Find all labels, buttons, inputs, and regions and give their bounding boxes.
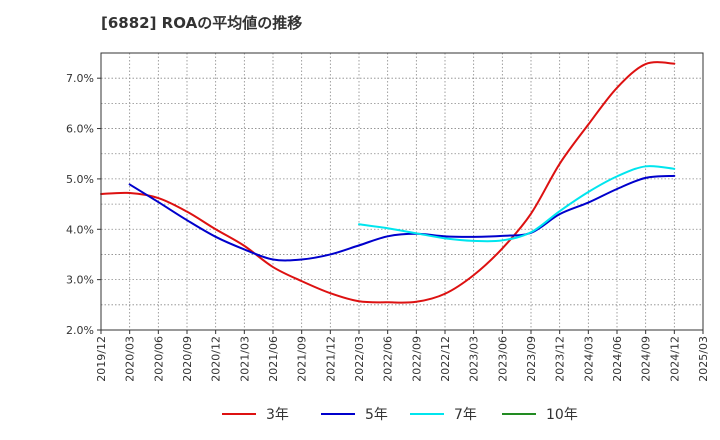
x-tick-label: 2024/12 [668,336,681,382]
y-tick-label: 3.0% [66,274,94,287]
y-tick-label: 6.0% [66,123,94,136]
y-tick-label: 4.0% [66,223,94,236]
legend-label: 3年 [266,407,289,423]
x-tick-label: 2022/03 [353,336,366,382]
series-line-2 [128,174,676,262]
y-tick-label: 2.0% [66,324,94,337]
x-tick-label: 2020/06 [152,336,165,382]
x-tick-label: 2019/12 [95,336,108,382]
plot-frame [100,52,704,331]
x-tick-label: 2024/06 [611,336,624,382]
x-tick-label: 2022/12 [439,336,452,382]
y-axis-ticks: 2.0% 3.0% 4.0% 5.0% 6.0% 7.0% [66,72,101,337]
x-tick-label: 2022/06 [382,336,395,382]
x-tick-label: 2021/06 [267,336,280,382]
x-tick-label: 2020/03 [124,336,137,382]
x-tick-label: 2023/03 [468,336,481,382]
series-line-1 [100,61,676,304]
x-tick-label: 2025/03 [697,336,710,382]
x-tick-label: 2021/03 [238,336,251,382]
x-tick-label: 2020/09 [181,336,194,382]
x-tick-label: 2023/09 [525,336,538,382]
y-tick-label: 7.0% [66,72,94,85]
legend: 3年 5年 7年 10年 [222,407,578,423]
series-lines [100,61,676,304]
x-tick-label: 2023/06 [496,336,509,382]
x-tick-label: 2023/12 [554,336,567,382]
x-axis-ticks: 2019/12 2020/03 2020/06 2020/09 2020/12 2021/… [95,330,710,382]
x-tick-label: 2024/09 [640,336,653,382]
legend-label: 5年 [365,407,388,423]
legend-label: 7年 [454,407,477,423]
chart-title: [6882] ROAの平均値の推移 [101,14,303,32]
x-tick-label: 2024/03 [582,336,595,382]
y-tick-label: 5.0% [66,173,94,186]
grid-lines [101,53,703,330]
series-line-3 [358,165,676,243]
legend-label: 10年 [546,407,578,423]
x-tick-label: 2021/09 [296,336,309,382]
x-tick-label: 2022/09 [410,336,423,382]
x-tick-label: 2021/12 [324,336,337,382]
x-tick-label: 2020/12 [210,336,223,382]
